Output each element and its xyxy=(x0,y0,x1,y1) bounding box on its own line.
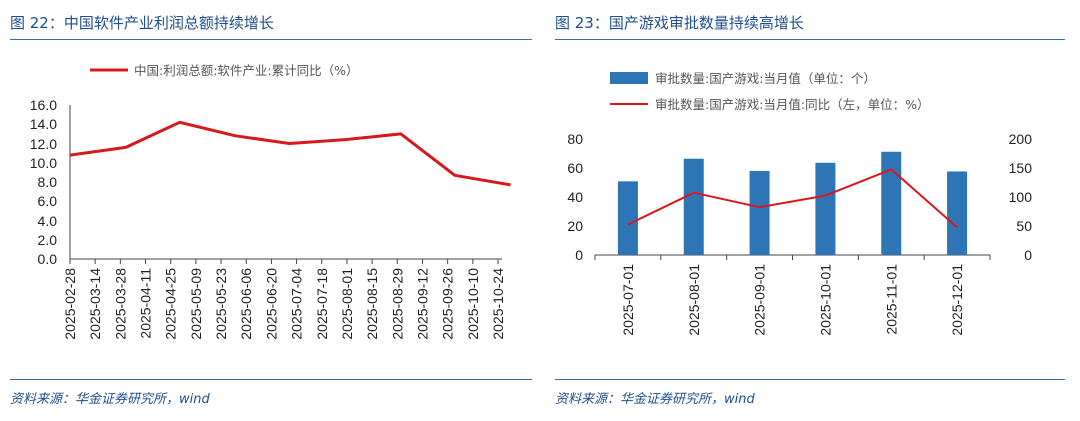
right-y-tick-label: 100 xyxy=(1009,189,1033,205)
source-note: 资料来源：华金证券研究所，wind xyxy=(555,392,755,407)
x-tick-label: 2025-10-01 xyxy=(817,264,833,336)
approval-bars xyxy=(617,151,968,255)
x-tick-label: 2025-08-01 xyxy=(339,268,355,340)
y-axis-ticks: 16.0 14.0 12.0 10.0 8.0 6.0 4.0 2.0 0.0 xyxy=(30,97,57,267)
x-tick-label: 2025-10-24 xyxy=(490,268,506,340)
x-tick-label: 2025-07-18 xyxy=(314,268,330,340)
y-tick-label: 10.0 xyxy=(30,155,57,171)
y-tick-label: 4.0 xyxy=(38,213,58,229)
x-axis-tick-marks xyxy=(594,255,991,260)
x-axis-ticks: 2025-02-28 2025-03-14 2025-03-28 2025-04-11… xyxy=(62,259,506,340)
game-approval-chart: 审批数量:国产游戏:当月值（单位：个） 审批数量:国产游戏:当月值:同比（左，单… xyxy=(567,71,1033,336)
approval-yoy-line xyxy=(627,168,958,229)
right-y-tick-label: 50 xyxy=(1016,218,1032,234)
approval-bar xyxy=(683,158,704,255)
x-tick-label: 2025-02-28 xyxy=(62,268,78,340)
x-tick-label: 2025-05-09 xyxy=(188,268,204,340)
y-tick-label: 6.0 xyxy=(38,193,58,209)
source-divider xyxy=(555,379,1065,380)
x-tick-label: 2025-11-01 xyxy=(883,264,899,335)
x-tick-label: 2025-09-12 xyxy=(414,268,430,340)
x-tick-label: 2025-08-29 xyxy=(389,268,405,340)
left-y-tick-label: 0 xyxy=(575,247,583,263)
x-tick-label: 2025-03-28 xyxy=(112,268,128,340)
y-tick-label: 12.0 xyxy=(30,136,57,152)
x-tick-label: 2025-08-15 xyxy=(364,268,380,340)
x-tick-label: 2025-07-01 xyxy=(620,264,636,336)
approval-bar xyxy=(815,162,836,255)
left-y-tick-label: 60 xyxy=(567,160,583,176)
x-tick-label: 2025-04-25 xyxy=(163,268,179,340)
y-tick-label: 0.0 xyxy=(38,251,58,267)
y-tick-label: 2.0 xyxy=(38,232,58,248)
left-y-tick-label: 40 xyxy=(567,189,583,205)
y-tick-label: 14.0 xyxy=(30,116,57,132)
x-tick-label: 2025-04-11 xyxy=(138,268,154,339)
x-tick-label: 2025-12-01 xyxy=(949,264,965,336)
source-note: 资料来源：华金证券研究所，wind xyxy=(10,392,210,407)
legend-label: 中国:利润总额:软件产业:累计同比（%） xyxy=(134,63,359,78)
figure-23-title: 图 23：国产游戏审批数量持续高增长 xyxy=(555,14,804,32)
profit-growth-chart: 中国:利润总额:软件产业:累计同比（%） 16.0 14.0 12.0 10.0… xyxy=(30,63,511,340)
approval-bar xyxy=(881,151,902,255)
legend-bar-swatch xyxy=(610,72,648,84)
approval-bar xyxy=(947,171,968,255)
right-y-axis-ticks: 200 150 100 50 0 xyxy=(1009,131,1033,263)
right-y-tick-label: 200 xyxy=(1009,131,1033,147)
approval-bar xyxy=(749,170,770,255)
x-tick-label: 2025-10-10 xyxy=(465,268,481,340)
source-divider xyxy=(10,379,532,380)
right-y-tick-label: 0 xyxy=(1024,247,1032,263)
y-tick-label: 16.0 xyxy=(30,97,57,113)
approval-bar xyxy=(617,181,638,255)
x-tick-label: 2025-07-04 xyxy=(289,268,305,340)
right-figure-panel: 图 23：国产游戏审批数量持续高增长 审批数量:国产游戏:当月值（单位：个） 审… xyxy=(545,0,1065,421)
x-tick-label: 2025-06-06 xyxy=(238,268,254,340)
x-tick-label: 2025-08-01 xyxy=(686,264,702,336)
x-tick-label: 2025-03-14 xyxy=(87,268,103,340)
title-divider xyxy=(10,39,532,40)
x-axis-ticks: 2025-07-01 2025-08-01 2025-09-01 2025-10-01… xyxy=(620,264,965,336)
x-tick-label: 2025-09-26 xyxy=(440,268,456,340)
x-tick-label: 2025-05-23 xyxy=(213,268,229,340)
left-figure-panel: 图 22：中国软件产业利润总额持续增长 中国:利润总额:软件产业:累计同比（%）… xyxy=(0,0,532,421)
figure-22-title: 图 22：中国软件产业利润总额持续增长 xyxy=(10,14,274,32)
left-y-tick-label: 80 xyxy=(567,131,583,147)
left-y-axis-ticks: 80 60 40 20 0 xyxy=(567,131,583,263)
profit-growth-line xyxy=(69,120,511,187)
left-y-tick-label: 20 xyxy=(567,218,583,234)
x-tick-label: 2025-06-20 xyxy=(263,268,279,340)
right-y-tick-label: 150 xyxy=(1009,160,1033,176)
y-tick-label: 8.0 xyxy=(38,174,58,190)
legend-line-label: 审批数量:国产游戏:当月值:同比（左，单位：%） xyxy=(655,97,930,112)
x-tick-label: 2025-09-01 xyxy=(752,264,768,336)
legend-bar-label: 审批数量:国产游戏:当月值（单位：个） xyxy=(655,71,876,86)
title-divider xyxy=(555,39,1065,40)
